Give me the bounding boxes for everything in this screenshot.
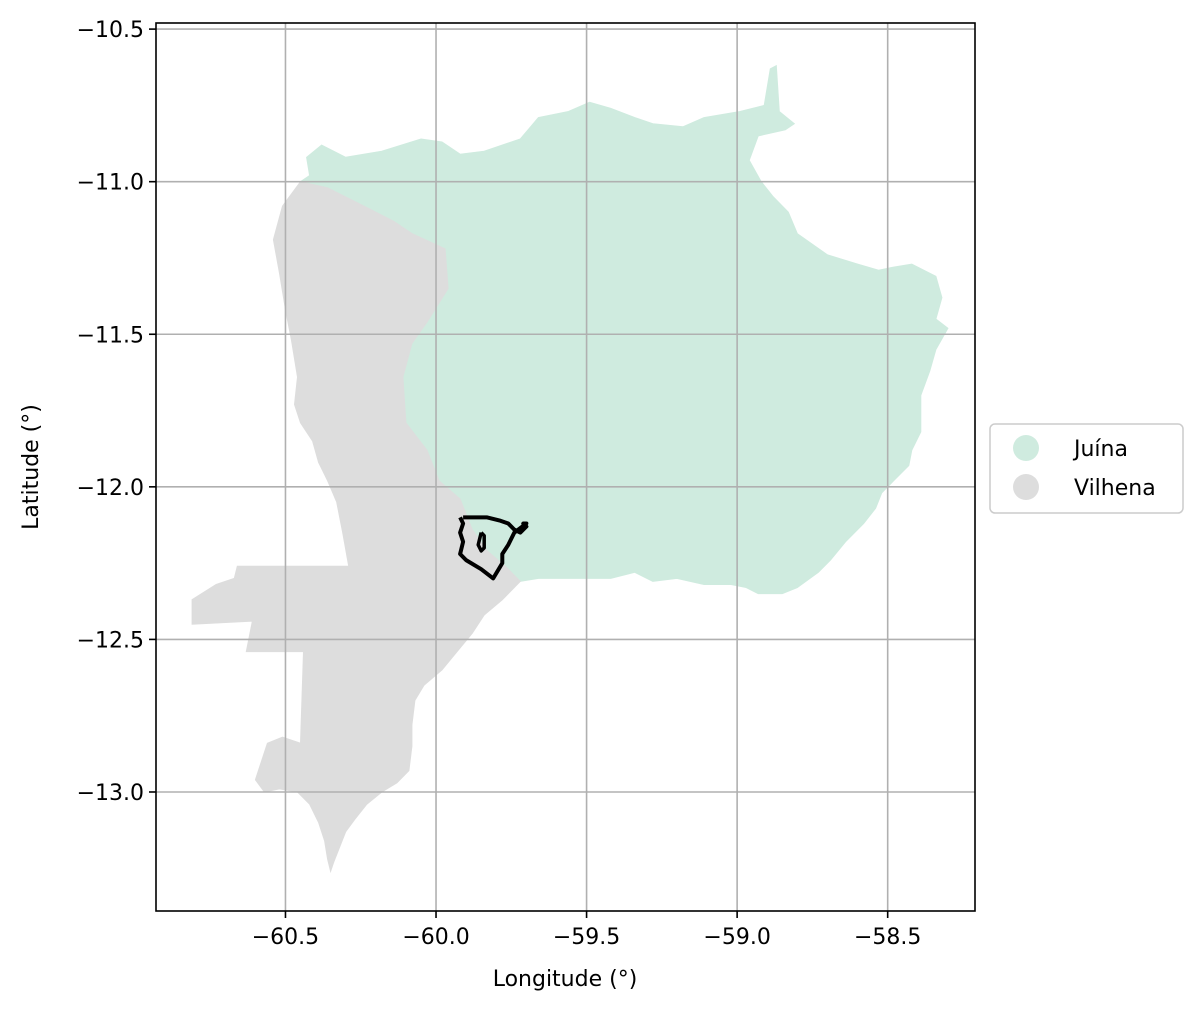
y-tick-label: −11.0 <box>77 171 144 196</box>
boundary-outline <box>458 515 529 581</box>
outline-layer <box>458 515 529 581</box>
x-tick-label: −58.5 <box>854 925 921 950</box>
x-axis-ticks: −60.5 −60.0 −59.5 −59.0 −58.5 <box>252 911 921 950</box>
region-vilhena <box>191 181 522 874</box>
y-tick-label: −12.5 <box>77 628 144 653</box>
y-axis-ticks: −10.5 −11.0 −11.5 −12.0 −12.5 −13.0 <box>77 18 156 806</box>
x-tick-label: −59.0 <box>703 925 770 950</box>
y-axis-label: Latitude (°) <box>19 404 44 530</box>
x-tick-label: −59.5 <box>553 925 620 950</box>
legend: Juína Vilhena <box>989 423 1184 514</box>
legend-marker <box>1013 435 1039 461</box>
boundary-inner-outline <box>476 531 486 553</box>
legend-label: Juína <box>1072 437 1128 462</box>
y-tick-label: −13.0 <box>77 781 144 806</box>
y-tick-label: −11.5 <box>77 323 144 348</box>
grid-layer <box>156 23 975 911</box>
x-axis-label: Longitude (°) <box>493 967 638 992</box>
x-tick-label: −60.5 <box>252 925 319 950</box>
legend-label: Vilhena <box>1074 476 1156 501</box>
y-tick-label: −12.0 <box>77 476 144 501</box>
y-tick-label: −10.5 <box>77 18 144 43</box>
plot-frame <box>155 22 976 912</box>
region-layer <box>191 64 949 874</box>
legend-marker <box>1013 474 1039 500</box>
x-tick-label: −60.0 <box>402 925 469 950</box>
